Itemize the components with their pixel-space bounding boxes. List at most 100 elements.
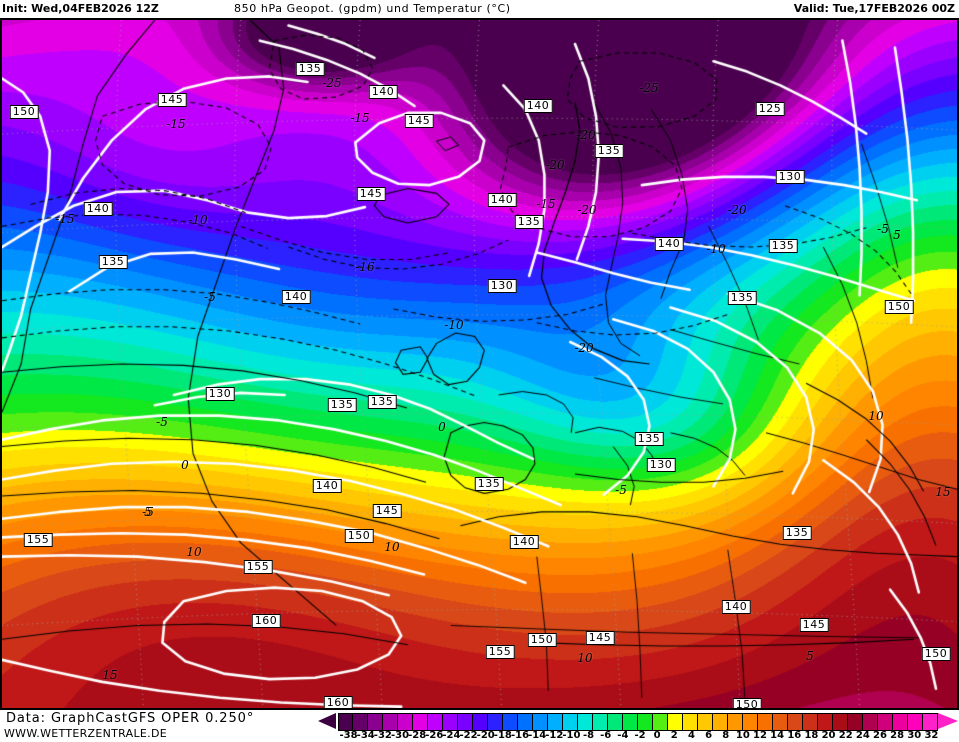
temperature-label: -25 [322, 76, 342, 90]
geopotential-label: 130 [205, 387, 235, 401]
colorbar-tick: -2 [634, 730, 646, 741]
colorbar-cell [473, 714, 488, 730]
page-title: 850 hPa Geopot. (gpdm) und Temperatur (°… [234, 2, 511, 15]
colorbar-cell [698, 714, 713, 730]
colorbar-cell [593, 714, 608, 730]
data-source-label: Data: GraphCastGFS OPER 0.250° [6, 711, 255, 726]
colorbar-cell [848, 714, 863, 730]
colorbar-cell [728, 714, 743, 730]
colorbar-tick: 18 [804, 730, 819, 741]
colorbar-tick: -24 [442, 730, 461, 741]
geopotential-label: 155 [23, 533, 53, 547]
colorbar-cell [773, 714, 788, 730]
temperature-label: -10 [706, 242, 726, 256]
temperature-label: -10 [188, 213, 208, 227]
colorbar-cell [353, 714, 368, 730]
colorbar-cell [863, 714, 878, 730]
colorbar-cell [743, 714, 758, 730]
colorbar-tick: -32 [373, 730, 392, 741]
colorbar-tick: 2 [670, 730, 678, 741]
geopotential-label: 135 [295, 62, 325, 76]
geopotential-label: 140 [654, 237, 684, 251]
colorbar-tick: 12 [753, 730, 767, 741]
temperature-label: -25 [639, 81, 659, 95]
colorbar-cell [908, 714, 923, 730]
colorbar-tick: -38 [339, 730, 358, 741]
colorbar-tick: -6 [600, 730, 612, 741]
geopotential-label: 125 [755, 102, 785, 116]
colorbar-cell [443, 714, 458, 730]
colorbar-tick: -12 [545, 730, 564, 741]
temperature-colorbar: -38 -34 -32 -30 -28 -26 -24 -22 -20 -18 -16 -14 -12-… [318, 712, 959, 741]
colorbar-cell [428, 714, 443, 730]
geopotential-label: 150 [921, 647, 951, 661]
temperature-label: 5 [806, 649, 814, 663]
geopotential-label: 135 [768, 239, 798, 253]
colorbar-cell [818, 714, 833, 730]
geopotential-label: 140 [368, 85, 398, 99]
colorbar-over-arrow [938, 713, 958, 729]
colorbar-cell [518, 714, 533, 730]
colorbar-tick: 10 [735, 730, 750, 741]
geopotential-label: 135 [594, 144, 624, 158]
colorbar-cell [653, 714, 668, 730]
valid-time-label: Valid: Tue,17FEB2026 00Z [793, 2, 955, 15]
geopotential-label: 140 [281, 290, 311, 304]
temperature-label: 10 [868, 409, 884, 423]
colorbar-tick: -20 [476, 730, 495, 741]
geopotential-label: 135 [514, 215, 544, 229]
temperature-label: 5 [893, 228, 901, 242]
geopotential-label: 150 [344, 529, 374, 543]
colorbar-tick: 22 [838, 730, 853, 741]
colorbar-under-arrow [318, 713, 336, 729]
colorbar-tick: 6 [705, 730, 713, 741]
temperature-label: -10 [444, 318, 464, 332]
colorbar-cell [488, 714, 503, 730]
colorbar-tick: -14 [528, 730, 547, 741]
colorbar-cell [398, 714, 413, 730]
colorbar-cell [563, 714, 578, 730]
colorbar-cell [608, 714, 623, 730]
geopotential-label: 150 [732, 698, 762, 708]
temperature-label: 10 [186, 545, 202, 559]
colorbar-cell [638, 714, 653, 730]
temperature-label: 0 [181, 458, 189, 472]
geopotential-label: 160 [323, 696, 353, 708]
colorbar-strip [338, 713, 938, 731]
colorbar-tick: -22 [459, 730, 478, 741]
temperature-label: -5 [877, 222, 889, 236]
colorbar-cell [788, 714, 803, 730]
temperature-label: -5 [615, 483, 627, 497]
geopotential-label: 140 [312, 479, 342, 493]
colorbar-cell [548, 714, 563, 730]
colorbar-cell [368, 714, 383, 730]
geopotential-label: 145 [372, 504, 402, 518]
weather-map[interactable]: 150 145 140 135 140 135 140 145 145 140 135 130 140 1… [0, 18, 959, 710]
temperature-label: -20 [576, 128, 596, 142]
colorbar-cell [338, 714, 353, 730]
colorbar-cell [683, 714, 698, 730]
geopotential-label: 145 [157, 93, 187, 107]
geopotential-label: 155 [243, 560, 273, 574]
colorbar-tick: -30 [390, 730, 410, 741]
geopotential-label: 140 [83, 202, 113, 216]
temperature-label: -20 [727, 203, 747, 217]
colorbar-cell [623, 714, 638, 730]
colorbar-tick: -8 [583, 730, 595, 741]
geopotential-label: 150 [884, 300, 914, 314]
geopotential-label: 135 [474, 477, 504, 491]
geopotential-label: 135 [327, 398, 357, 412]
colorbar-tick: 16 [787, 730, 802, 741]
colorbar-tick: -4 [617, 730, 629, 741]
colorbar-tick: -28 [408, 730, 427, 741]
colorbar-cell [503, 714, 518, 730]
colorbar-cell [413, 714, 428, 730]
colorbar-tick: 14 [770, 730, 785, 741]
colorbar-cell [383, 714, 398, 730]
colorbar-tick: 26 [873, 730, 887, 741]
colorbar-cell [578, 714, 593, 730]
geopotential-label: 135 [98, 255, 128, 269]
temperature-label: -20 [545, 158, 565, 172]
geopotential-label: 140 [523, 99, 553, 113]
colorbar-tick-labels: -38 -34 -32 -30 -28 -26 -24 -22 -20 -18 -16 -14 -12-… [318, 730, 959, 742]
